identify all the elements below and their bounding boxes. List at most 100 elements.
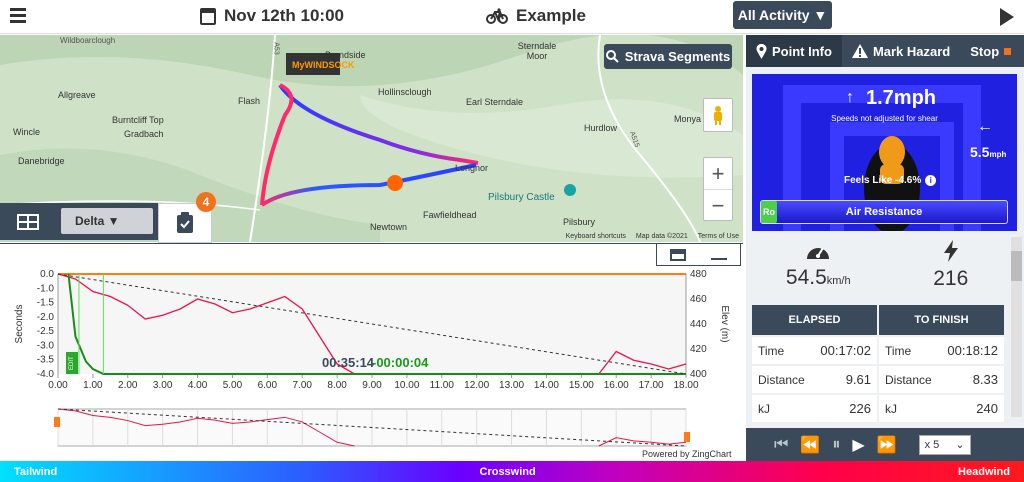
feels-like: Feels Like -4.6% i xyxy=(844,175,937,186)
y-right-tick-label: 480 xyxy=(690,269,707,280)
map-place: Monya xyxy=(674,114,702,124)
edit-label[interactable]: EDIT xyxy=(66,352,78,374)
wind-legend-bar: Tailwind Crosswind Headwind xyxy=(0,461,1024,482)
tab-stop[interactable]: Stop xyxy=(960,35,1021,67)
pause-icon[interactable]: ⏸ xyxy=(832,435,841,453)
row-label: Time xyxy=(885,343,912,358)
wind-note: Speeds not adjusted for shear xyxy=(831,114,938,123)
x-tick-label: 7.00 xyxy=(292,380,312,391)
skip-back-icon[interactable]: ⏮ xyxy=(774,435,789,453)
speedometer-icon xyxy=(807,247,830,259)
y-left-tick-label: -1.5 xyxy=(37,298,55,309)
speed-value: 54.5 xyxy=(785,266,827,289)
power-value: 216 xyxy=(933,267,969,290)
x-tick-label: 17.00 xyxy=(639,380,664,391)
notification-badge: 4 xyxy=(196,192,216,212)
play-icon[interactable] xyxy=(1000,8,1014,26)
overlay-delta: -00:00:04 xyxy=(372,355,429,370)
fast-forward-icon[interactable]: ⏩ xyxy=(876,436,897,454)
crosswind-label: Crosswind xyxy=(479,465,536,478)
chevron-down-icon: ⌄ xyxy=(955,439,965,451)
x-tick-label: 4.00 xyxy=(188,380,208,391)
playback-speed-label: x 5 xyxy=(924,438,940,451)
y-left-tick-label: 0.0 xyxy=(40,269,54,280)
y-right-axis-label: Elev (m) xyxy=(719,305,730,342)
playback-speed-select[interactable]: x 5 ⌄ xyxy=(918,434,971,455)
map-place: Sterndale Moor xyxy=(517,41,557,61)
tab-point-info[interactable]: Point Info xyxy=(746,35,842,67)
map-place: Burntcliff Top xyxy=(112,115,164,125)
map-view[interactable]: MyWINDSOCK Wildboarclough Allgreave Winc… xyxy=(0,35,743,242)
top-bar: Nov 12th 10:00 Example All Activity ▼ xyxy=(0,0,1024,34)
position-marker xyxy=(387,175,403,191)
search-icon xyxy=(605,50,619,63)
main-chart[interactable]: 0.00 1.00 2.00 3.00 4.00 5.00 6.00 7.00 8.00 9.00… xyxy=(0,244,743,462)
street-view-button[interactable] xyxy=(703,98,733,132)
series-trend xyxy=(57,273,687,375)
wind-speed: 1.7mph xyxy=(866,87,937,109)
clipboard-check-icon xyxy=(177,212,193,233)
map-place: Fawfieldhead xyxy=(423,210,477,220)
svg-text:MyWINDSOCK: MyWINDSOCK xyxy=(292,60,355,70)
panel-scrollbar[interactable] xyxy=(1011,237,1022,417)
zoom-out-button[interactable]: − xyxy=(711,192,725,218)
date-display: Nov 12th 10:00 xyxy=(200,6,344,26)
y-right-tick-label: 460 xyxy=(690,294,707,305)
map-place: Longnor xyxy=(455,163,489,173)
lightning-icon xyxy=(943,240,958,262)
y-right-tick-label: 420 xyxy=(690,344,707,355)
up-arrow-icon: ↑ xyxy=(846,89,854,106)
map-place: Hollinsclough xyxy=(378,87,432,97)
map-place: Gradbach xyxy=(124,129,164,139)
row-label: Distance xyxy=(885,372,932,387)
playback-controls: ⏮ ⏪ ⏸ ▶ ⏩ x 5 ⌄ xyxy=(746,428,1024,461)
activity-title-label: Example xyxy=(516,6,586,25)
activity-select[interactable]: All Activity ▼ xyxy=(733,1,832,29)
x-tick-label: 2.00 xyxy=(118,380,138,391)
zoom-in-button[interactable]: + xyxy=(704,158,732,190)
x-tick-label: 14.00 xyxy=(534,380,559,391)
menu-icon[interactable] xyxy=(10,8,26,23)
grid-view-button[interactable] xyxy=(0,203,56,240)
map-controls: Delta ▼ 4 xyxy=(0,192,216,243)
y-right-tick-label: 440 xyxy=(690,319,707,330)
grid-icon xyxy=(17,213,39,230)
play-icon[interactable]: ▶ xyxy=(852,436,865,454)
overlay-time: 00:35:14 xyxy=(322,355,375,370)
tab-mark-hazard[interactable]: Mark Hazard xyxy=(842,35,960,67)
activity-title: Example xyxy=(486,6,586,26)
air-badge: Ro xyxy=(761,201,777,223)
table-row: Time 00:17:02 Time 00:18:12 xyxy=(752,337,1004,364)
x-tick-label: 12.00 xyxy=(464,380,489,391)
info-icon[interactable]: i xyxy=(925,175,937,186)
terms-link[interactable]: Terms of Use xyxy=(697,233,739,240)
headwind-label: Headwind xyxy=(958,465,1010,478)
calendar-icon xyxy=(200,7,216,25)
overview-handle-right xyxy=(684,432,690,442)
series-elevation xyxy=(57,273,687,375)
x-tick-label: 15.00 xyxy=(569,380,594,391)
series-delta xyxy=(67,273,686,375)
speed-unit: km/h xyxy=(826,275,851,287)
keyboard-shortcuts-link[interactable]: Keyboard shortcuts xyxy=(565,233,626,240)
rewind-icon[interactable]: ⏪ xyxy=(800,436,821,454)
map-place: Pilsbury Castle xyxy=(488,192,555,203)
row-elapsed: 00:17:02 xyxy=(820,343,871,358)
minimize-icon[interactable] xyxy=(711,257,728,260)
x-tick-label: 18.00 xyxy=(673,380,698,391)
x-tick-label: 5.00 xyxy=(223,380,243,391)
chart-toggle-buttons xyxy=(656,244,741,266)
air-resistance-bar: Ro Air Resistance xyxy=(760,200,1008,224)
strava-segments-label: Strava Segments xyxy=(624,49,731,64)
delta-select[interactable]: Delta ▼ xyxy=(56,203,158,240)
map-place: Hurdlow xyxy=(584,123,618,133)
date-label: Nov 12th 10:00 xyxy=(224,6,344,25)
x-tick-label: 13.00 xyxy=(499,380,524,391)
x-tick-label: 8.00 xyxy=(327,380,347,391)
tab-label: Mark Hazard xyxy=(872,43,951,59)
overview-trend xyxy=(57,408,687,447)
row-label: Distance xyxy=(758,372,805,387)
strava-segments-button[interactable]: Strava Segments xyxy=(604,44,732,69)
panel-icon[interactable] xyxy=(669,248,686,261)
map-place: Wincle xyxy=(13,127,41,137)
